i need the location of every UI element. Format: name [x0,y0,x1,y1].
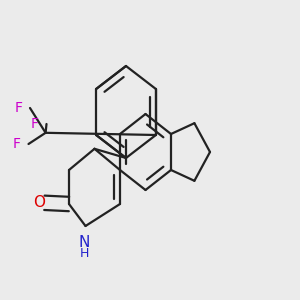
Text: F: F [31,117,39,131]
Text: F: F [14,101,22,115]
Text: N: N [78,235,90,250]
Text: H: H [79,247,89,260]
Text: O: O [33,195,45,210]
Text: F: F [13,137,21,151]
